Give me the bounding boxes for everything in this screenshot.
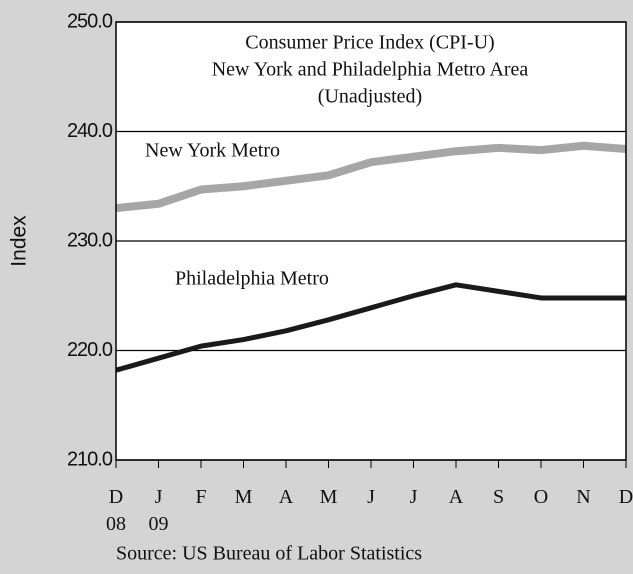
y-tick-label: 240.0	[67, 120, 113, 142]
x-tick-label: N	[576, 486, 591, 508]
x-tick-label: M	[234, 486, 253, 508]
x-tick-label: D 08	[106, 486, 126, 535]
series-label: New York Metro	[145, 140, 280, 162]
x-tick-label: D	[618, 486, 633, 508]
x-tick-label: M	[319, 486, 338, 508]
chart-title: (Unadjusted)	[318, 86, 422, 108]
series-line	[115, 141, 627, 213]
x-tick-label: J 09	[148, 486, 169, 535]
x-tick-label: J	[367, 486, 375, 508]
x-tick-label: A	[278, 486, 294, 508]
x-tick-label: S	[492, 486, 505, 508]
x-tick-label: A	[448, 486, 464, 508]
x-tick-label: O	[533, 486, 549, 508]
y-tick-label: 250.0	[67, 10, 113, 32]
y-tick-label: 220.0	[67, 339, 113, 361]
source: Source: US Bureau of Labor Statistics	[116, 543, 422, 565]
chart-title: New York and Philadelphia Metro Area	[212, 59, 529, 81]
x-tick-label: J	[409, 486, 418, 508]
series-label: Philadelphia Metro	[175, 268, 329, 290]
y-axis-label: Index	[8, 215, 31, 267]
x-tick-label: F	[195, 486, 207, 508]
chart-title: Consumer Price Index (CPI-U)	[245, 32, 494, 54]
y-tick-label: 230.0	[67, 229, 113, 251]
series-line	[115, 282, 626, 373]
y-tick-label: 210.0	[67, 448, 113, 470]
